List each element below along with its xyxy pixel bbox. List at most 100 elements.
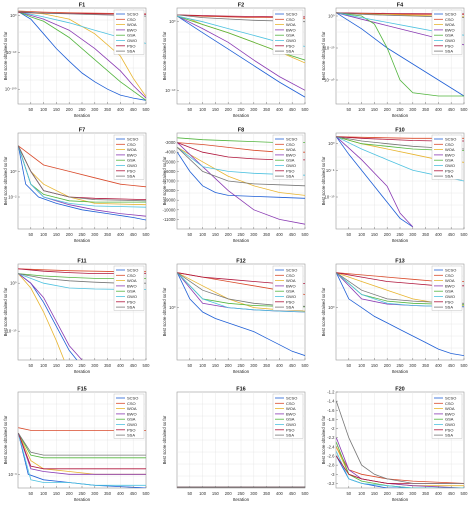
x-tick-label: 50 [28, 491, 33, 496]
x-tick-label: 400 [117, 363, 125, 368]
legend-label-gsa: GSA [445, 158, 454, 163]
legend-label-woa: WOA [127, 147, 137, 152]
legend-label-pso: PSO [445, 43, 453, 48]
series-line-ssa [336, 400, 464, 484]
x-axis-label: Iteration [392, 238, 409, 243]
legend-label-gwo: GWO [127, 422, 137, 427]
legend-box [113, 265, 145, 311]
series-line-scso [177, 151, 305, 199]
y-tick-label: -8000 [165, 188, 176, 193]
panel-f2: 50 100 150 200 250 300 350 400 450 500 10⁰ 10⁻⁵⁰ F2 I… [162, 3, 309, 119]
series-line-bwo [177, 142, 305, 225]
legend-label-cso: CSO [445, 401, 454, 406]
legend-box [431, 393, 463, 439]
x-tick-label: 400 [276, 491, 284, 496]
y-axis-label: Best score obtained so far [321, 31, 326, 80]
series-group [336, 400, 464, 488]
legend-label-gwo: GWO [445, 38, 455, 43]
legend-label-pso: PSO [286, 43, 294, 48]
x-tick-label: 200 [384, 363, 392, 368]
y-tick-label: 10⁰ [169, 305, 176, 310]
panel-f15: 50 100 150 200 250 300 350 400 450 500 10⁻³ F15 Iter… [3, 387, 150, 503]
x-tick-label: 500 [461, 107, 469, 112]
legend-label-scso: SCSO [445, 396, 456, 401]
legend-label-woa: WOA [445, 22, 455, 27]
x-tick-label: 450 [289, 232, 297, 237]
legend-label-pso: PSO [286, 168, 294, 173]
panel-f8: 50 100 150 200 250 300 350 400 450 500 -3000 -4000 -… [162, 128, 309, 244]
legend-label-woa: WOA [286, 22, 296, 27]
x-tick-label: 250 [79, 107, 87, 112]
x-tick-label: 500 [143, 491, 151, 496]
series-line-bwo [18, 273, 83, 360]
legend-label-scso: SCSO [286, 12, 297, 17]
y-tick-label: -1.6 [327, 408, 335, 413]
x-tick-label: 250 [397, 107, 405, 112]
legend-label-cso: CSO [286, 273, 295, 278]
legend-label-cso: CSO [127, 142, 136, 147]
legend-label-ssa: SSA [127, 174, 135, 179]
x-tick-label: 150 [212, 107, 220, 112]
x-tick-label: 350 [104, 363, 112, 368]
x-tick-label: 250 [238, 491, 246, 496]
x-tick-label: 450 [130, 107, 138, 112]
x-tick-label: 250 [238, 107, 246, 112]
legend-label-pso: PSO [127, 299, 135, 304]
series-line-gwo [18, 432, 146, 486]
legend-label-bwo: BWO [286, 27, 296, 32]
legend-label-bwo: BWO [127, 27, 137, 32]
legend-label-bwo: BWO [445, 411, 455, 416]
panel-title: F2 [238, 3, 244, 9]
x-tick-label: 500 [302, 363, 310, 368]
x-tick-label: 400 [435, 232, 443, 237]
legend-label-gwo: GWO [286, 294, 296, 299]
x-axis-label: Iteration [74, 238, 91, 243]
legend-label-gsa: GSA [127, 289, 136, 294]
x-tick-label: 400 [276, 107, 284, 112]
y-tick-label: 10⁻⁵ [326, 168, 335, 173]
y-tick-label: 10⁻¹⁰ [325, 195, 335, 200]
panel-f20: 50 100 150 200 250 300 350 400 450 500 -1.2 -1.4 -1.… [321, 387, 468, 503]
y-axis-label: Best score obtained so far [162, 415, 167, 464]
x-tick-label: 100 [199, 107, 207, 112]
legend-label-woa: WOA [127, 278, 137, 283]
x-tick-label: 200 [66, 491, 74, 496]
x-tick-label: 450 [130, 363, 138, 368]
x-tick-label: 400 [117, 232, 125, 237]
x-tick-label: 50 [187, 363, 192, 368]
panel-f16: 50 100 150 200 250 300 350 400 450 500 F16 Iteratio… [162, 387, 309, 503]
x-tick-label: 300 [91, 491, 99, 496]
legend-box [431, 9, 463, 55]
x-tick-label: 500 [461, 491, 469, 496]
x-tick-label: 500 [143, 232, 151, 237]
y-tick-label: -7000 [165, 179, 176, 184]
x-tick-label: 50 [28, 107, 33, 112]
y-tick-label: -10000 [162, 207, 176, 212]
x-tick-label: 350 [263, 363, 271, 368]
x-tick-label: 250 [79, 232, 87, 237]
x-tick-label: 300 [250, 491, 258, 496]
legend-label-scso: SCSO [127, 396, 138, 401]
x-tick-label: 200 [66, 107, 74, 112]
x-tick-label: 350 [422, 232, 430, 237]
legend-label-cso: CSO [286, 17, 295, 22]
legend-label-gwo: GWO [445, 294, 455, 299]
y-tick-label: -1.8 [327, 417, 335, 422]
y-tick-label: 10⁰ [10, 281, 17, 286]
legend-label-scso: SCSO [286, 137, 297, 142]
y-axis-label: Best score obtained so far [3, 287, 8, 336]
x-tick-label: 200 [225, 363, 233, 368]
x-tick-label: 150 [371, 363, 379, 368]
x-tick-label: 300 [409, 491, 417, 496]
y-tick-label: -5000 [165, 159, 176, 164]
panel-title: F15 [77, 387, 86, 393]
legend-label-bwo: BWO [445, 27, 455, 32]
series-line-bwo [18, 432, 146, 475]
legend-box [113, 9, 145, 55]
series-line-gsa [18, 11, 146, 101]
series-line-scso [177, 15, 305, 98]
